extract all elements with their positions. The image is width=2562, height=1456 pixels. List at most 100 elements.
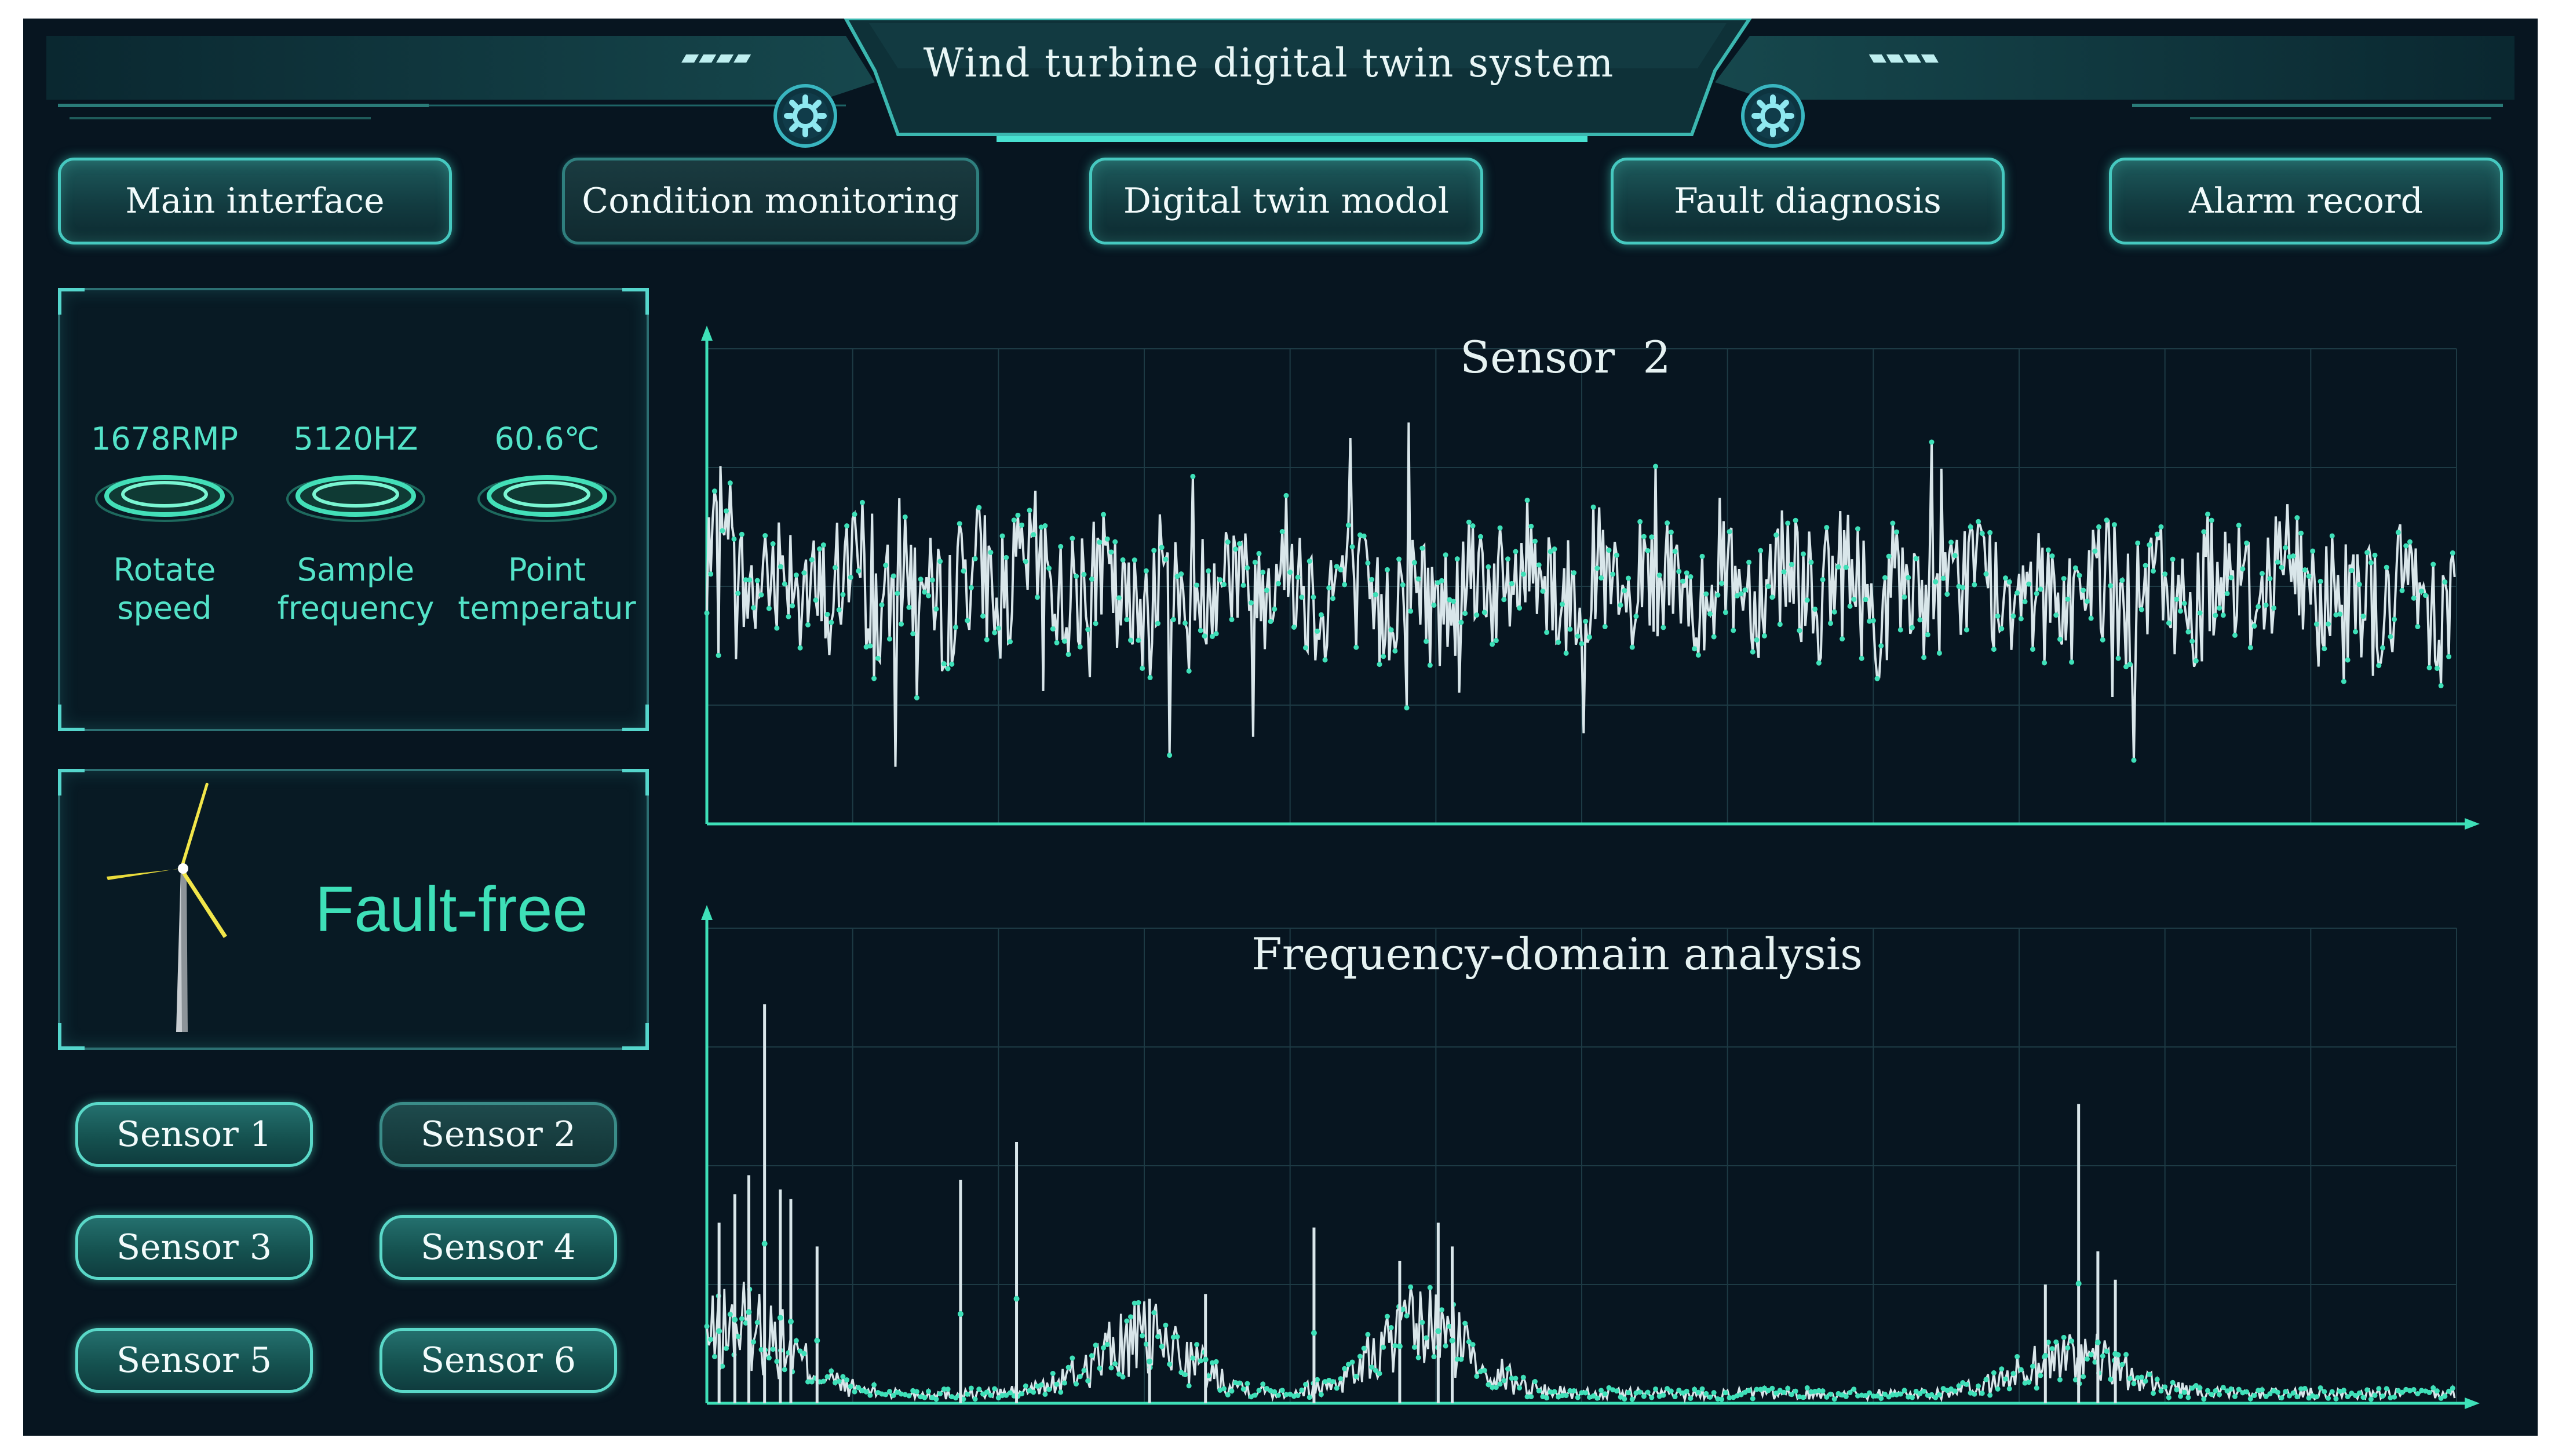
x-axis-arrow: [2465, 818, 2480, 830]
data-point: [848, 574, 853, 580]
data-point: [1847, 603, 1853, 609]
data-point: [1890, 520, 1896, 526]
data-point: [1897, 627, 1903, 633]
data-point: [1761, 633, 1767, 638]
nav-fault-diagnosis[interactable]: Fault diagnosis: [1611, 158, 2005, 245]
data-point: [1979, 1391, 1985, 1396]
data-point: [1353, 1374, 1359, 1380]
data-point: [1194, 582, 1200, 588]
data-point: [1330, 596, 1335, 601]
data-point: [1431, 602, 1437, 608]
panel-corner: [58, 1023, 85, 1050]
sensor-3-button[interactable]: Sensor 3: [75, 1215, 313, 1280]
data-point: [2318, 578, 2323, 584]
nav-alarm-record[interactable]: Alarm record: [2109, 158, 2503, 245]
data-point: [1306, 1395, 1312, 1400]
data-point: [961, 568, 966, 574]
data-point: [914, 1389, 919, 1395]
data-point: [1136, 637, 1141, 643]
data-point: [1734, 593, 1740, 599]
rotate-speed-label: Rotate speed: [69, 551, 260, 627]
sensor-5-button[interactable]: Sensor 5: [75, 1328, 313, 1393]
data-point: [953, 1395, 959, 1401]
data-point: [1081, 571, 1087, 577]
sample-frequency-value: 5120HZ: [293, 421, 418, 457]
data-point: [1754, 1386, 1760, 1392]
data-point: [1637, 519, 1643, 524]
data-point: [1722, 610, 1728, 615]
data-point: [1964, 627, 1969, 633]
data-point: [1618, 602, 1623, 608]
data-point: [1058, 1389, 1064, 1395]
panel-corner: [58, 705, 85, 731]
data-point: [2247, 645, 2253, 651]
sensor-6-button[interactable]: Sensor 6: [379, 1328, 617, 1393]
data-point: [2379, 1393, 2385, 1399]
data-point: [1649, 1395, 1655, 1400]
data-point: [1299, 1387, 1305, 1393]
data-point: [1870, 1393, 1876, 1399]
point-temperature-value: 60.6℃: [494, 421, 600, 457]
data-point: [1384, 1313, 1390, 1319]
data-point: [2415, 1391, 2421, 1397]
data-point: [844, 523, 850, 529]
data-point: [1509, 1375, 1514, 1381]
data-point: [1236, 1380, 1242, 1386]
data-point: [1804, 1385, 1810, 1391]
nav-main-interface[interactable]: Main interface: [58, 158, 452, 245]
data-point: [2045, 1340, 2051, 1345]
data-point: [1769, 1385, 1775, 1391]
data-point: [976, 1386, 982, 1392]
sensor-4-button[interactable]: Sensor 4: [379, 1215, 617, 1280]
data-point: [2057, 636, 2063, 642]
data-point: [2201, 1396, 2207, 1402]
data-point: [1190, 473, 1196, 479]
data-point: [1373, 1367, 1378, 1373]
data-point: [1528, 523, 1534, 529]
data-point: [2376, 1386, 2382, 1392]
data-point: [2193, 658, 2199, 664]
data-point: [1077, 1374, 1083, 1380]
data-point: [1042, 1391, 1048, 1397]
data-point: [2434, 1388, 2440, 1394]
data-point: [1011, 517, 1017, 523]
nav-digital-twin-model[interactable]: Digital twin modol: [1089, 158, 1483, 245]
data-point: [879, 1391, 885, 1397]
nav-condition-monitoring[interactable]: Condition monitoring: [562, 158, 979, 245]
data-point: [1361, 533, 1367, 539]
data-point: [1680, 1390, 1685, 1396]
data-point: [2446, 654, 2452, 659]
data-point: [1536, 1388, 1542, 1393]
data-point: [2360, 1395, 2366, 1400]
data-point: [1439, 1307, 1444, 1313]
data-point: [1217, 577, 1223, 583]
data-point: [1388, 627, 1394, 633]
data-point: [1128, 637, 1134, 643]
data-point: [2185, 629, 2191, 635]
data-point: [1256, 1388, 1262, 1393]
wind-turbine-icon: [107, 783, 227, 1032]
data-point: [1132, 557, 1137, 563]
data-point: [1598, 575, 1604, 581]
data-point: [2399, 1389, 2405, 1395]
data-point: [980, 613, 986, 619]
data-point: [1586, 634, 1592, 640]
data-point: [2298, 1386, 2304, 1392]
data-point: [1940, 575, 1946, 581]
data-point: [1466, 1339, 1472, 1345]
data-point: [1377, 662, 1382, 667]
data-point: [2018, 616, 2024, 622]
data-point: [1684, 570, 1689, 576]
data-point: [1315, 628, 1320, 634]
data-point: [1213, 631, 1219, 637]
data-point: [1968, 524, 1973, 530]
data-point: [1960, 585, 1966, 590]
data-point: [1085, 1378, 1091, 1384]
sensor-2-button[interactable]: Sensor 2: [379, 1102, 617, 1167]
sensor-1-button[interactable]: Sensor 1: [75, 1102, 313, 1167]
data-point: [1777, 1388, 1783, 1393]
data-point: [1692, 646, 1698, 652]
data-point: [2407, 539, 2413, 545]
data-point: [1583, 618, 1589, 624]
data-point: [766, 1355, 772, 1361]
